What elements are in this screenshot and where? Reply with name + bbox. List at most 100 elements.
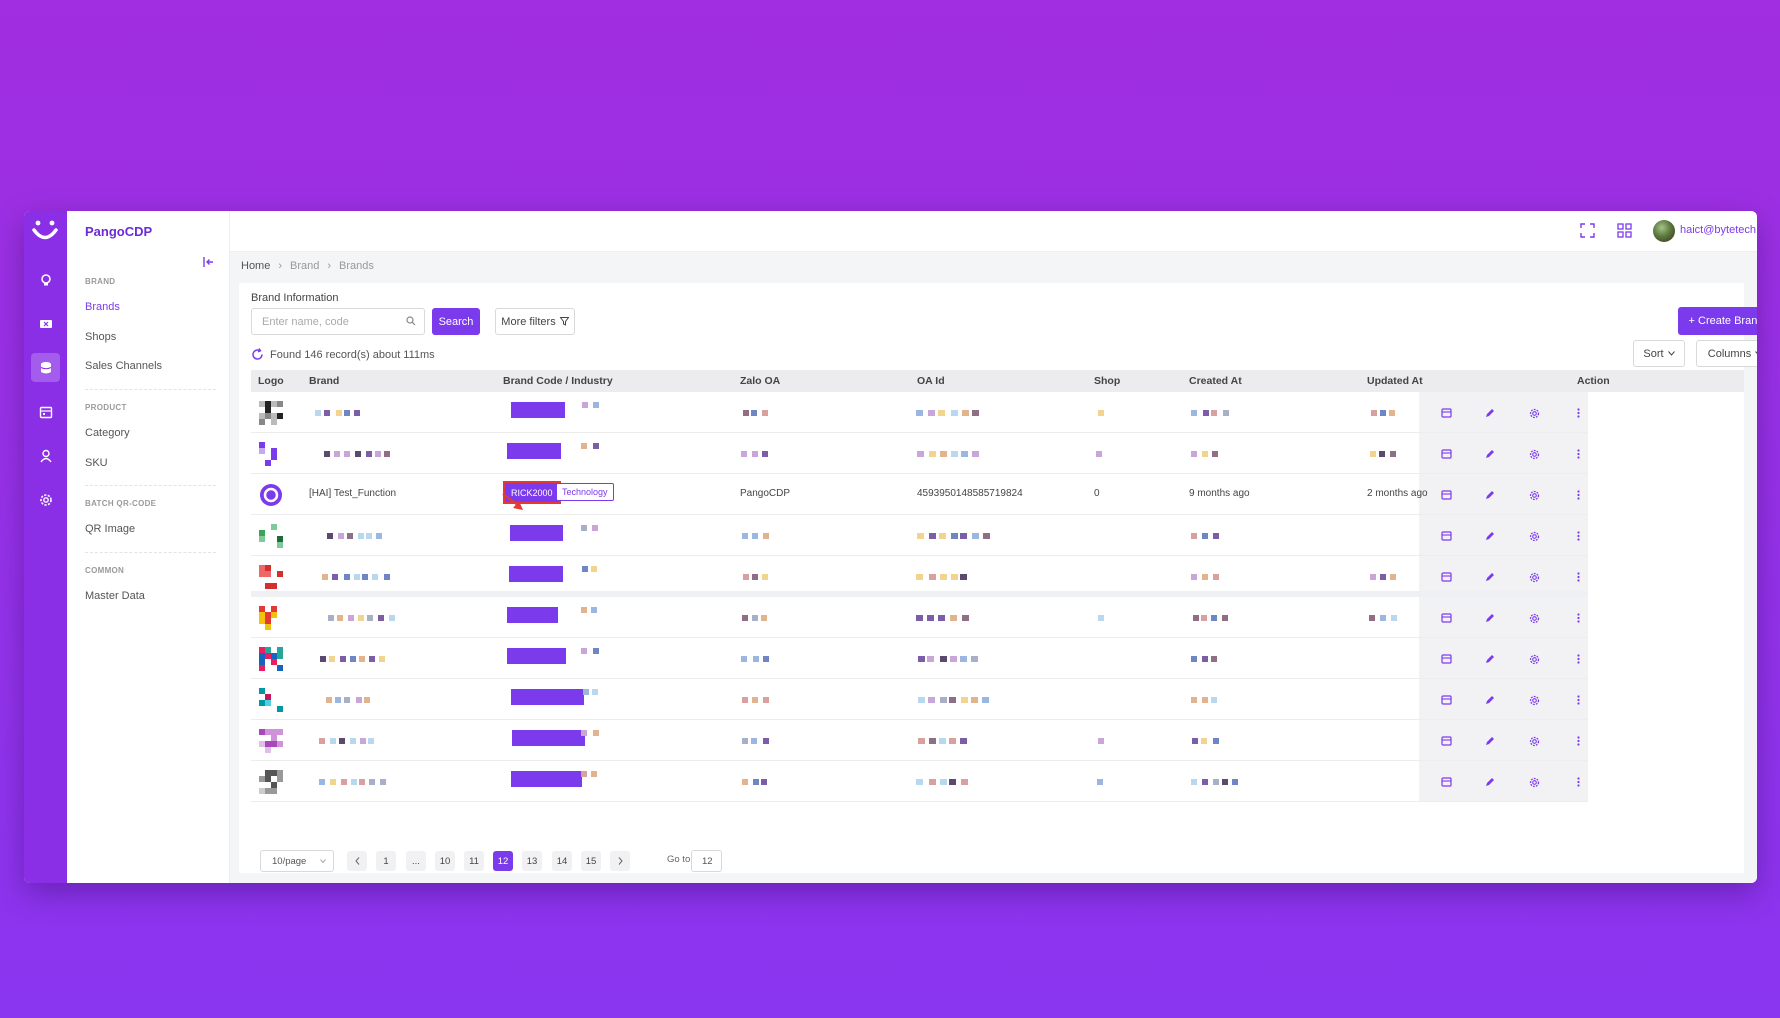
shop-icon[interactable] [1439, 652, 1453, 666]
settings-icon[interactable] [1527, 693, 1541, 707]
settings-icon[interactable] [1527, 529, 1541, 543]
shop-icon[interactable] [1439, 447, 1453, 461]
shop-icon[interactable] [1439, 775, 1453, 789]
table-row[interactable] [251, 392, 1588, 433]
table-row[interactable] [251, 597, 1588, 638]
redacted-pixel [742, 697, 748, 703]
more-vertical-icon[interactable] [1571, 775, 1585, 789]
more-filters-button[interactable]: More filters [495, 308, 575, 335]
breadcrumb-brand[interactable]: Brand [290, 260, 320, 272]
settings-icon[interactable] [1527, 734, 1541, 748]
more-vertical-icon[interactable] [1571, 693, 1585, 707]
database-icon[interactable] [31, 353, 60, 382]
shop-icon[interactable] [1439, 488, 1453, 502]
edit-icon[interactable] [1483, 570, 1497, 584]
apps-grid-icon[interactable] [1617, 223, 1632, 238]
sidebar-item-qr-image[interactable]: QR Image [85, 523, 136, 535]
settings-icon[interactable] [1527, 652, 1541, 666]
settings-icon[interactable] [1527, 611, 1541, 625]
redacted-pixel [961, 451, 968, 457]
page-size-select[interactable]: 10/page [260, 850, 334, 872]
edit-icon[interactable] [1483, 693, 1497, 707]
table-row[interactable] [251, 679, 1588, 720]
edit-icon[interactable] [1483, 611, 1497, 625]
sidebar-item-sku[interactable]: SKU [85, 457, 108, 469]
edit-icon[interactable] [1483, 447, 1497, 461]
table-row[interactable] [251, 638, 1588, 679]
edit-icon[interactable] [1483, 652, 1497, 666]
table-row[interactable]: [HAI] Test_Function RICK2000 Technology Pan… [251, 474, 1588, 515]
page-button[interactable]: 1 [376, 851, 396, 871]
page-button[interactable]: 13 [522, 851, 542, 871]
table-row[interactable] [251, 761, 1588, 802]
sidebar-item-shops[interactable]: Shops [85, 331, 117, 343]
user-icon[interactable] [31, 441, 60, 470]
page-button[interactable]: 10 [435, 851, 455, 871]
avatar[interactable] [1653, 220, 1675, 242]
sidebar-item-brands[interactable]: Brands [85, 301, 120, 313]
calendar-icon[interactable] [31, 397, 60, 426]
more-vertical-icon[interactable] [1571, 611, 1585, 625]
sort-button[interactable]: Sort [1633, 340, 1685, 367]
shop-icon[interactable] [1439, 693, 1453, 707]
more-vertical-icon[interactable] [1571, 529, 1585, 543]
more-vertical-icon[interactable] [1571, 488, 1585, 502]
settings-icon[interactable] [1527, 775, 1541, 789]
more-vertical-icon[interactable] [1571, 447, 1585, 461]
page-button-current[interactable]: 12 [493, 851, 513, 871]
settings-icon[interactable] [31, 485, 60, 514]
redacted-pixel [332, 574, 338, 580]
edit-icon[interactable] [1483, 734, 1497, 748]
shop-icon[interactable] [1439, 529, 1453, 543]
redacted-pixel [1191, 533, 1197, 539]
edit-icon[interactable] [1483, 775, 1497, 789]
user-email[interactable]: haict@bytetech.io [1680, 224, 1757, 236]
shop-icon[interactable] [1439, 570, 1453, 584]
page-button[interactable]: 14 [552, 851, 572, 871]
redacted-pixel [929, 738, 936, 744]
redacted-pixel [929, 779, 936, 785]
goto-input[interactable]: 12 [691, 850, 722, 872]
shop-icon[interactable] [1439, 734, 1453, 748]
ticket-icon[interactable] [31, 309, 60, 338]
redacted-pixel [928, 410, 935, 416]
search-button[interactable]: Search [432, 308, 480, 335]
shop-icon[interactable] [1439, 406, 1453, 420]
table-row[interactable] [251, 720, 1588, 761]
sidebar-item-master-data[interactable]: Master Data [85, 590, 145, 602]
settings-icon[interactable] [1527, 570, 1541, 584]
sidebar-item-category[interactable]: Category [85, 427, 130, 439]
more-vertical-icon[interactable] [1571, 406, 1585, 420]
create-brand-button[interactable]: + Create Brand [1678, 307, 1757, 335]
table-row[interactable] [251, 433, 1588, 474]
redacted-pixel [366, 533, 372, 539]
columns-button[interactable]: Columns [1696, 340, 1757, 367]
table-row[interactable] [251, 515, 1588, 556]
redacted-pixel [918, 697, 925, 703]
more-vertical-icon[interactable] [1571, 570, 1585, 584]
page-button[interactable]: 15 [581, 851, 601, 871]
shop-icon[interactable] [1439, 611, 1453, 625]
more-vertical-icon[interactable] [1571, 652, 1585, 666]
settings-icon[interactable] [1527, 488, 1541, 502]
redacted-pixel [1202, 451, 1208, 457]
prev-page-button[interactable] [347, 851, 367, 871]
page-button[interactable]: 11 [464, 851, 484, 871]
fullscreen-icon[interactable] [1580, 223, 1595, 238]
next-page-button[interactable] [610, 851, 630, 871]
settings-icon[interactable] [1527, 406, 1541, 420]
more-vertical-icon[interactable] [1571, 734, 1585, 748]
edit-icon[interactable] [1483, 406, 1497, 420]
redacted-logo [259, 524, 283, 548]
lightbulb-icon[interactable] [31, 265, 60, 294]
breadcrumb-home[interactable]: Home [241, 260, 271, 272]
collapse-sidebar-icon[interactable] [203, 257, 215, 267]
edit-icon[interactable] [1483, 529, 1497, 543]
page-ellipsis[interactable]: ... [406, 851, 426, 871]
table-row[interactable] [251, 556, 1588, 597]
search-input[interactable] [251, 308, 425, 335]
refresh-icon[interactable] [251, 348, 264, 361]
edit-icon[interactable] [1483, 488, 1497, 502]
sidebar-item-sales-channels[interactable]: Sales Channels [85, 360, 163, 372]
settings-icon[interactable] [1527, 447, 1541, 461]
